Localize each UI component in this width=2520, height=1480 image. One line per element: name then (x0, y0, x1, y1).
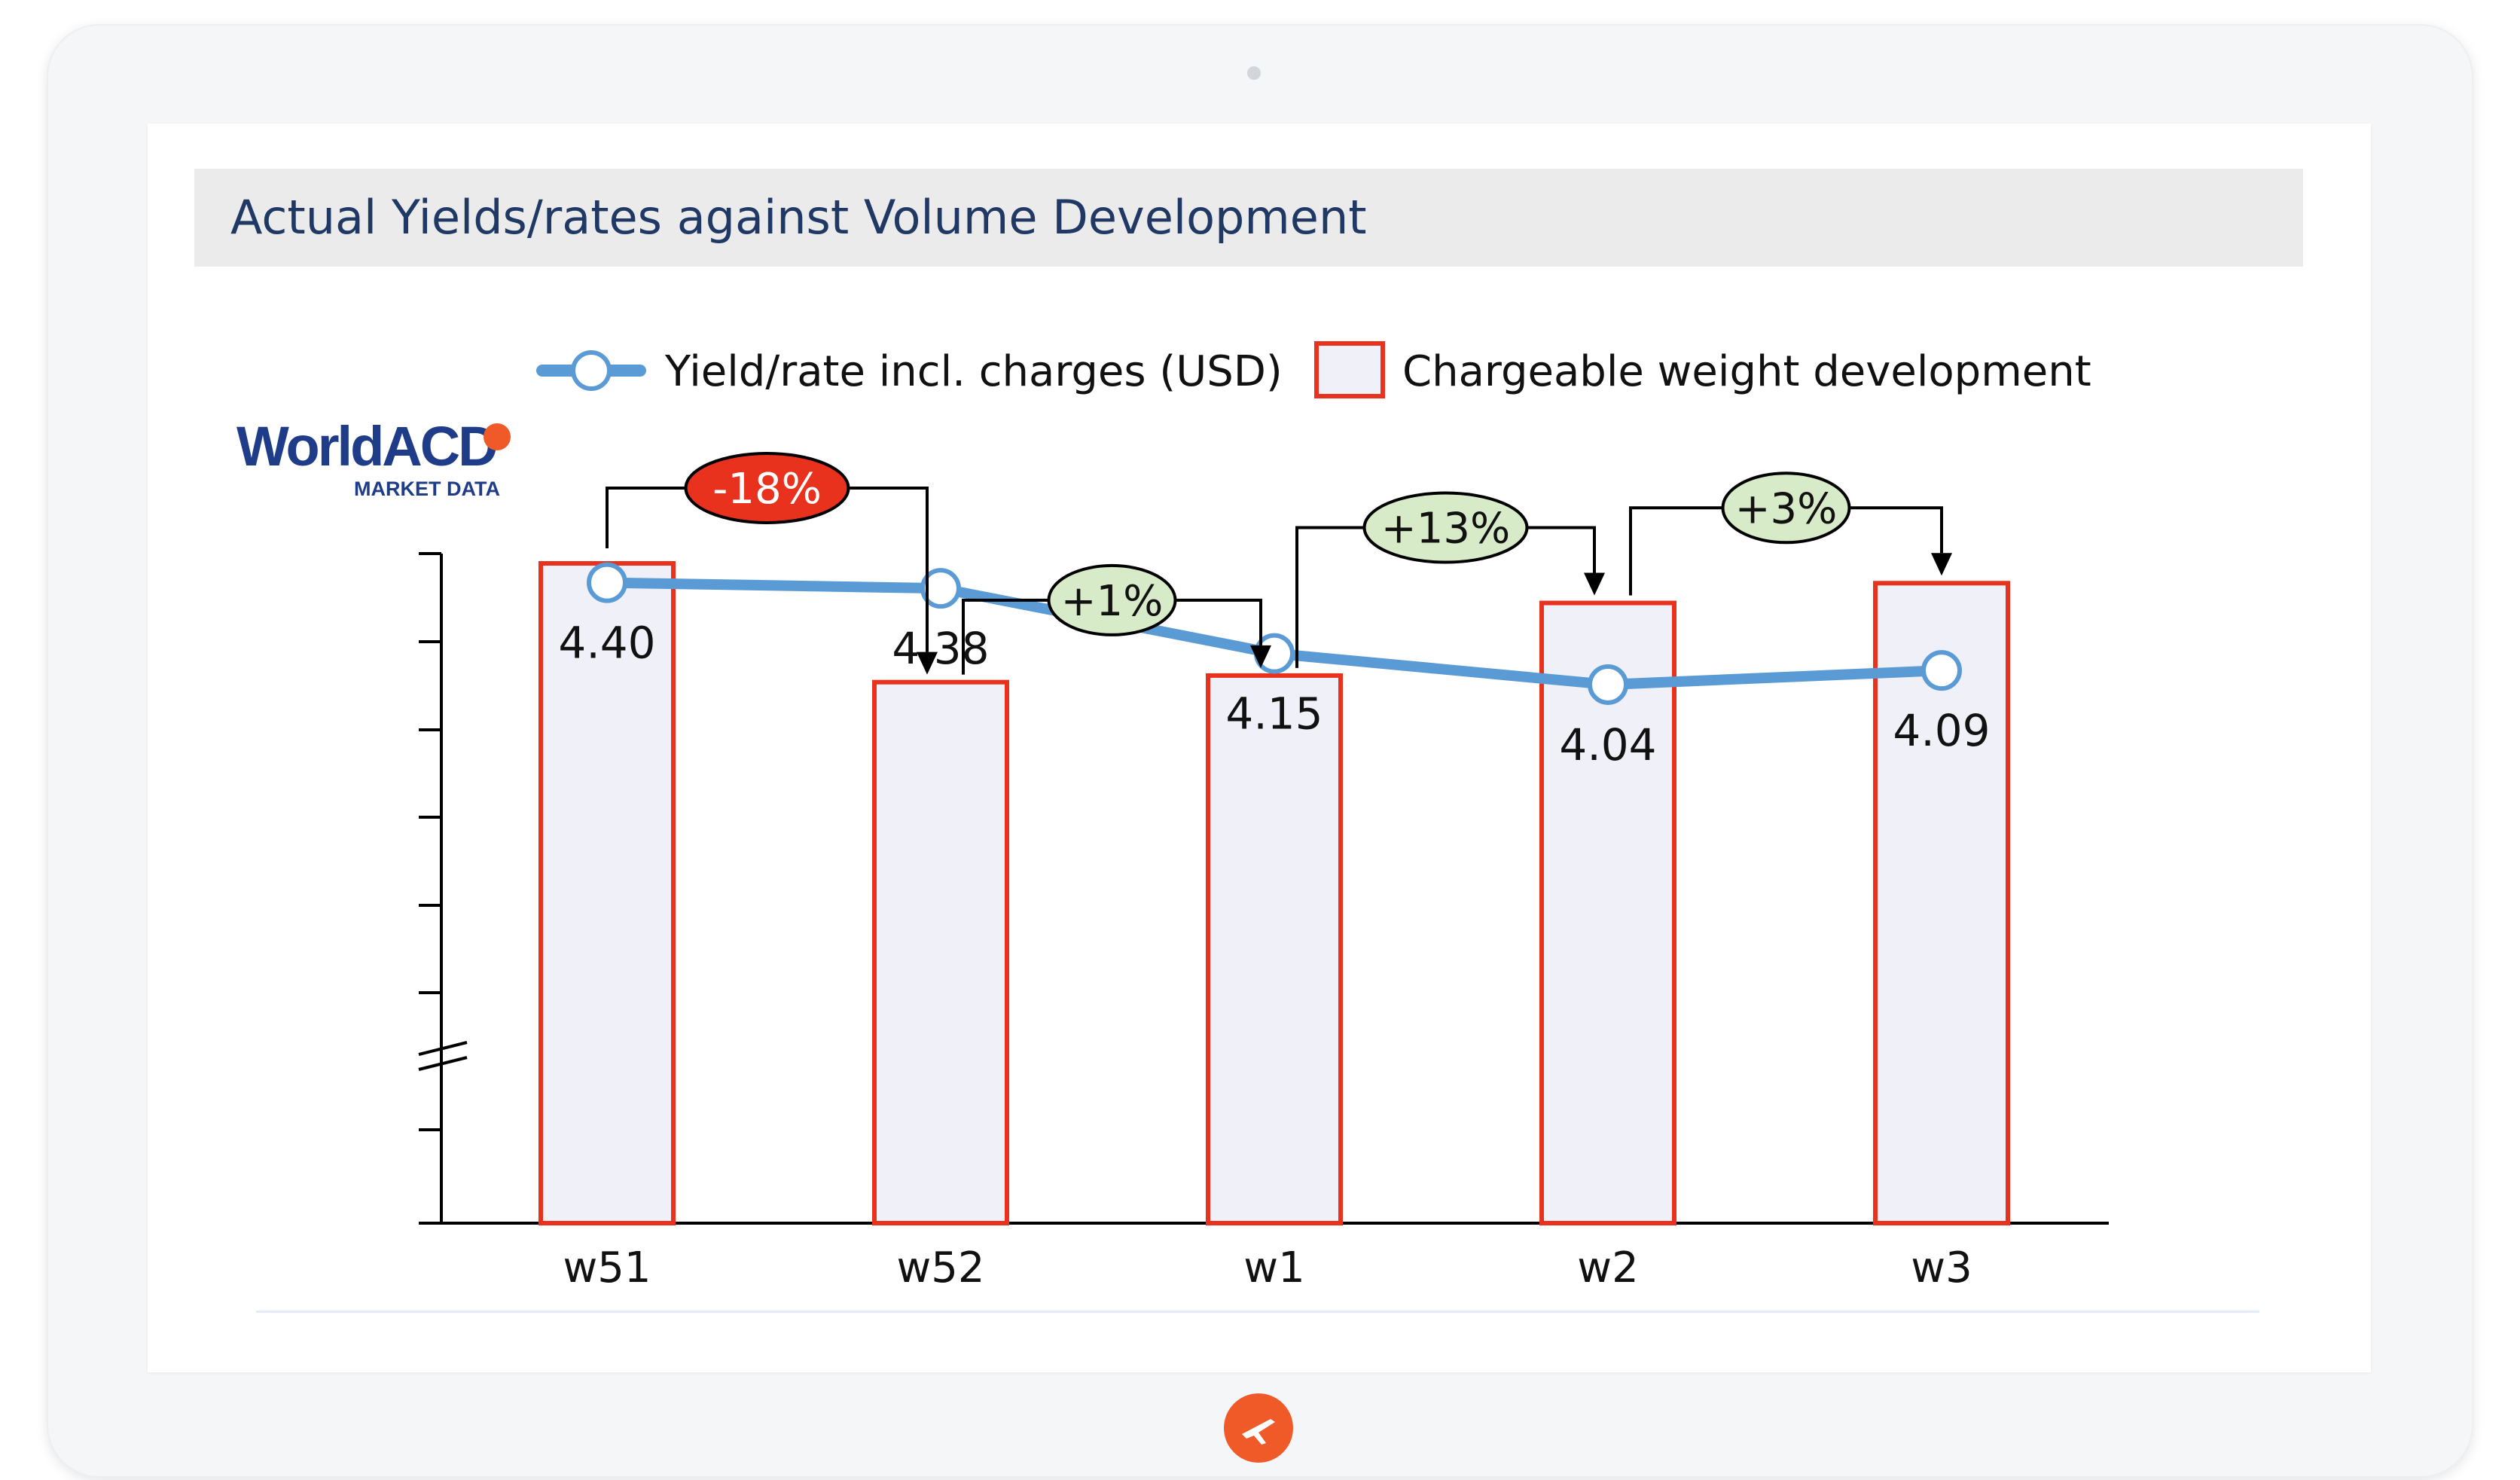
change-label: +1% (1061, 577, 1164, 626)
axis-break-mark (418, 1056, 468, 1071)
x-tick-label: w3 (1911, 1244, 1972, 1292)
arrowhead-icon (1584, 572, 1605, 596)
yield-point (1588, 664, 1628, 705)
change-label: +13% (1381, 505, 1510, 554)
yield-point (920, 568, 961, 609)
swoosh-icon (484, 423, 511, 450)
yield-point (587, 562, 627, 603)
chart-title-bar: Actual Yields/rates against Volume Devel… (194, 169, 2303, 267)
x-tick-label: w52 (896, 1244, 984, 1292)
brand-subtitle: MARKET DATA (354, 478, 500, 500)
airplane-icon (1242, 1419, 1275, 1445)
legend-box-swatch (1314, 341, 1385, 398)
legend-label-yield: Yield/rate incl. charges (USD) (664, 347, 1283, 396)
yield-point (1921, 650, 1962, 691)
change-bubble (1362, 491, 1529, 564)
change-label: +3% (1735, 484, 1838, 533)
home-button[interactable] (1224, 1393, 1293, 1463)
change-bubble (1047, 563, 1177, 636)
change-bubble (1721, 471, 1851, 545)
yield-data-label: 4.38 (892, 623, 989, 674)
footer-divider (256, 1311, 2259, 1313)
x-tick-label: w51 (563, 1244, 651, 1292)
chart-title: Actual Yields/rates against Volume Devel… (230, 190, 1367, 245)
brand-logo: WorldACD MARKET DATA (233, 414, 520, 505)
change-label: -18% (712, 465, 822, 514)
axis-break-mark (418, 1041, 468, 1056)
bar-w51 (538, 561, 676, 1225)
legend-label-weight: Chargeable weight development (1402, 347, 2091, 396)
change-bubble (684, 452, 850, 524)
arrowhead-icon (917, 652, 938, 675)
x-tick-label: w1 (1243, 1244, 1304, 1292)
camera-dot (1247, 66, 1261, 80)
bar-w1 (1206, 673, 1343, 1225)
legend-circle-swatch (571, 350, 612, 391)
yield-data-label: 4.15 (1225, 688, 1323, 740)
yield-data-label: 4.04 (1559, 719, 1656, 771)
yield-data-label: 4.40 (558, 618, 655, 669)
yield-data-label: 4.09 (1893, 705, 1990, 756)
x-tick-label: w2 (1577, 1244, 1638, 1292)
arrowhead-icon (1931, 553, 1952, 576)
brand-name: WorldACD (236, 415, 499, 478)
bar-w52 (872, 679, 1009, 1225)
bar-w2 (1539, 600, 1676, 1225)
arrowhead-icon (1250, 645, 1271, 668)
